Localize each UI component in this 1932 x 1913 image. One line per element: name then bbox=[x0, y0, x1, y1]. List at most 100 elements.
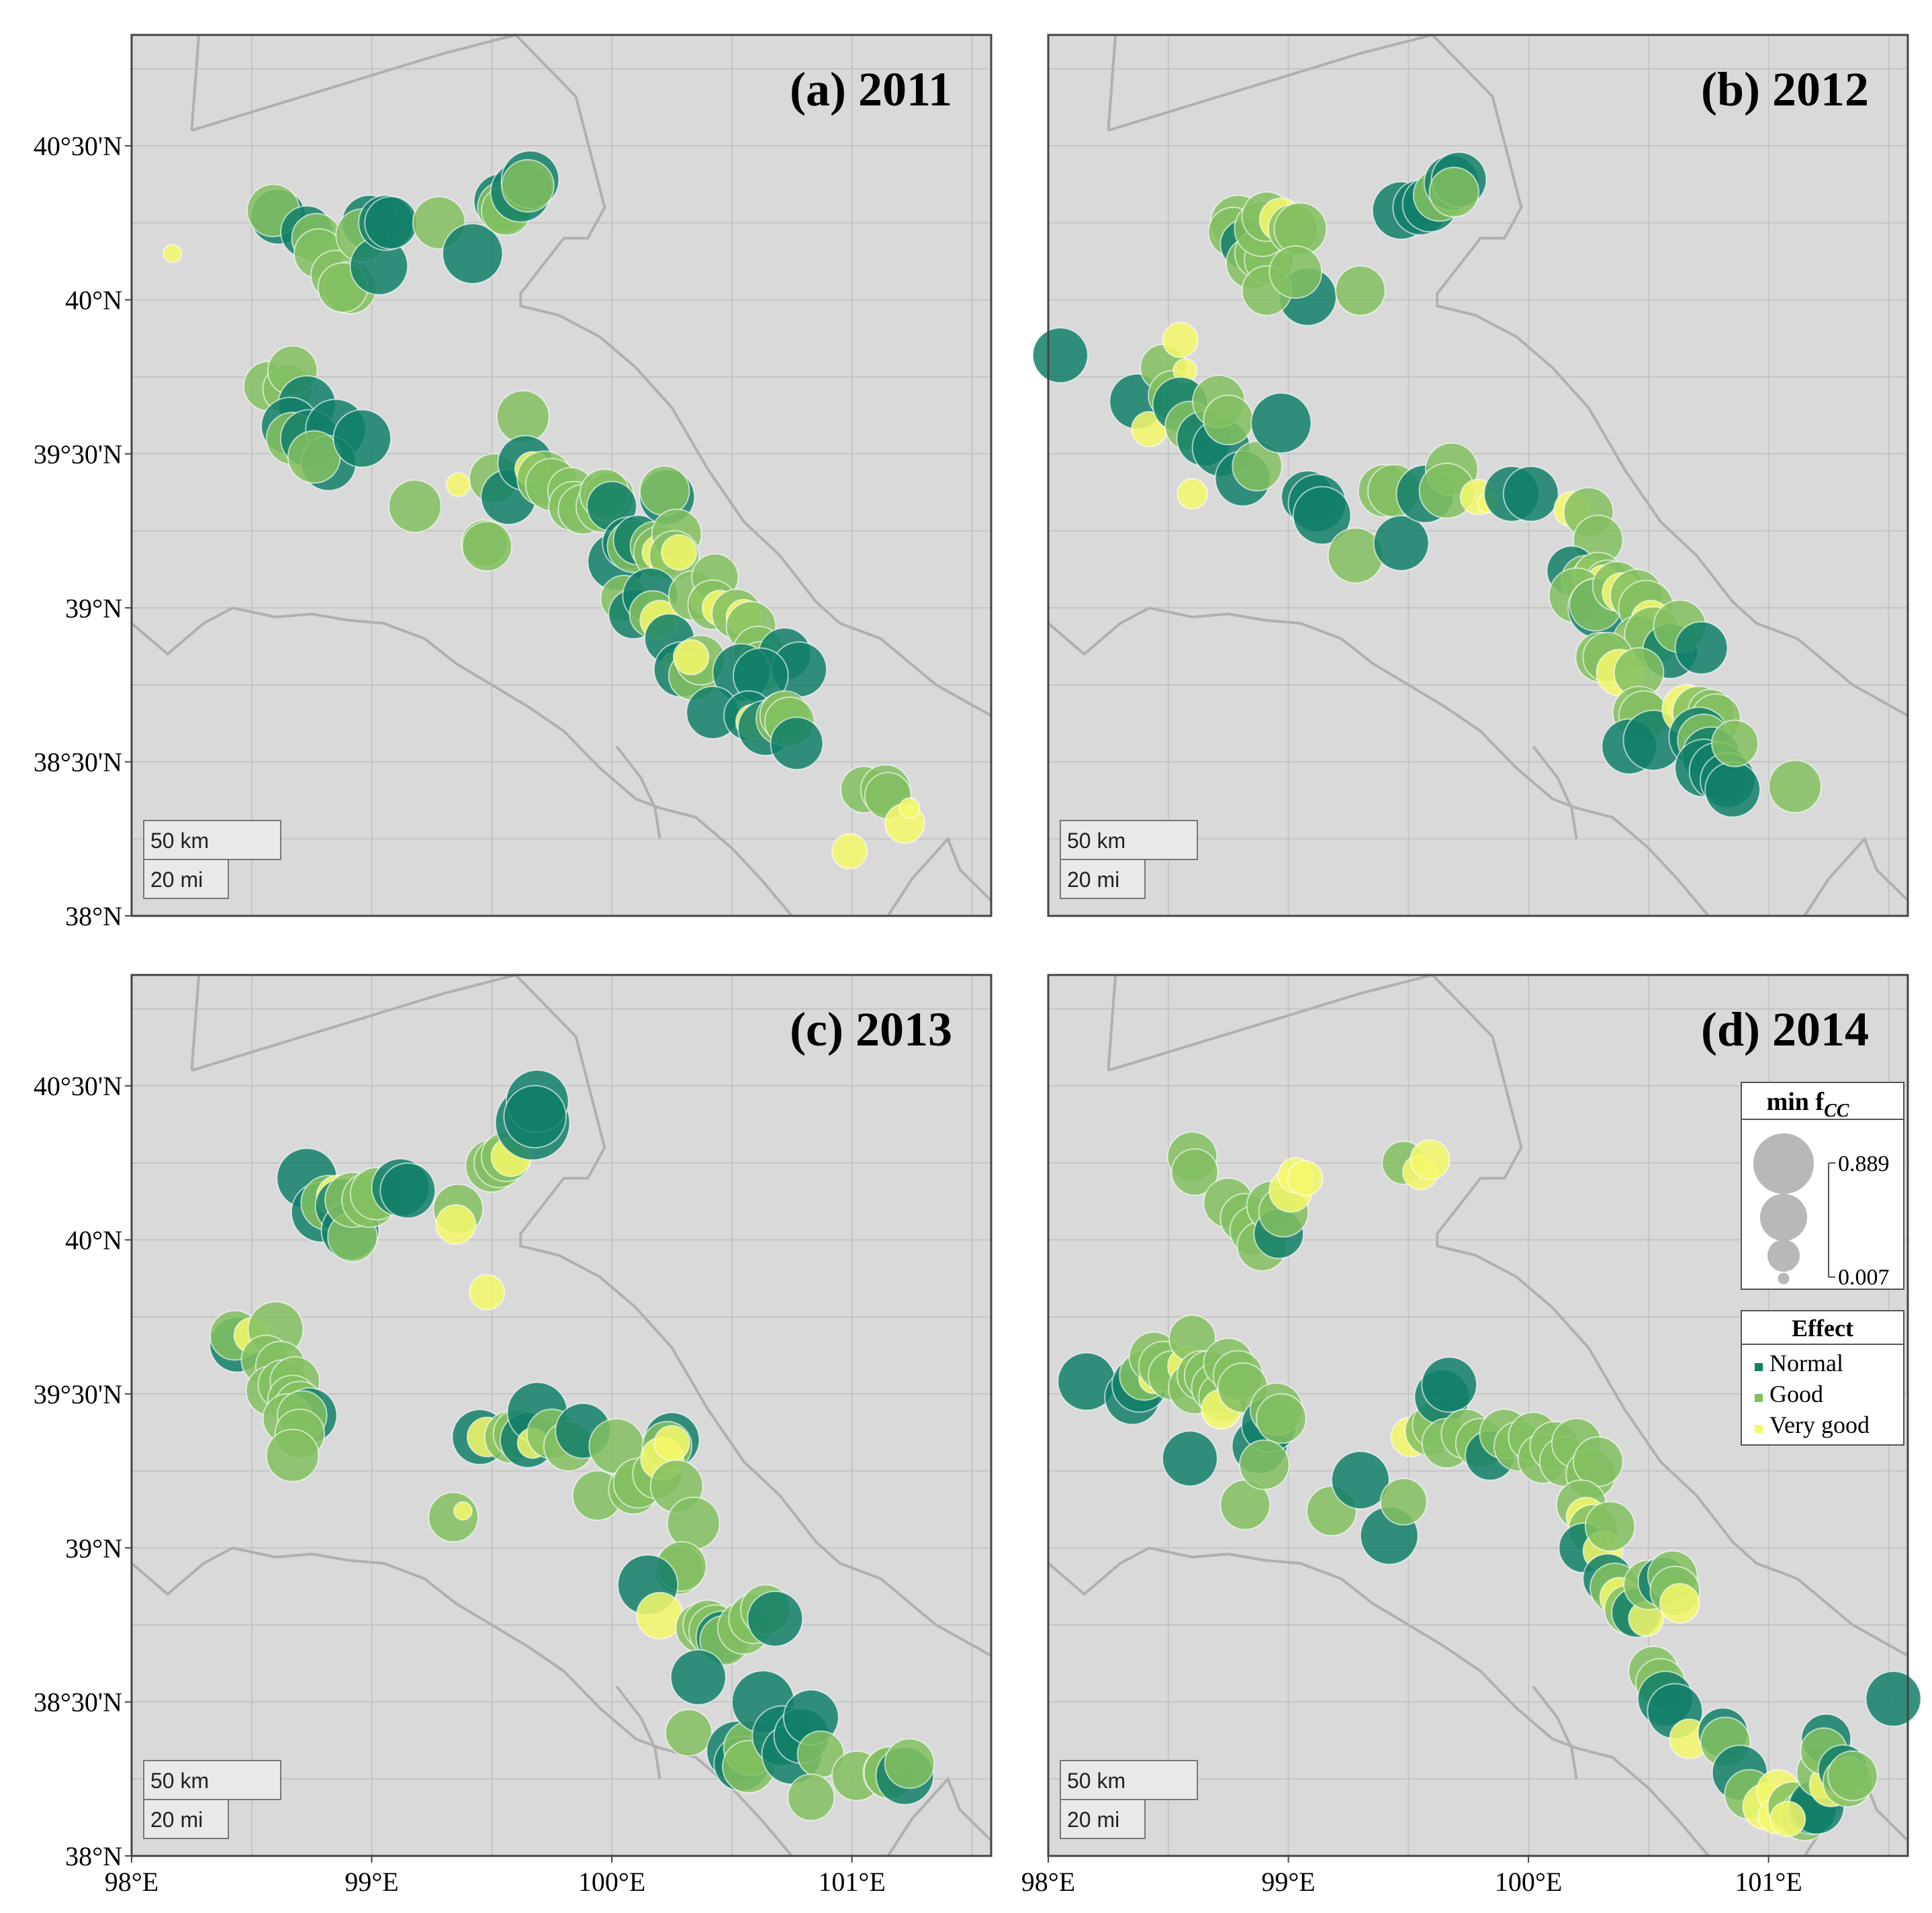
effect-legend-label: Good bbox=[1769, 1381, 1823, 1407]
site-point bbox=[501, 158, 555, 213]
site-point bbox=[1292, 485, 1352, 545]
size-legend-circle bbox=[1753, 1133, 1814, 1195]
site-point bbox=[1502, 465, 1559, 522]
x-tick-label: 98°E bbox=[1021, 1867, 1075, 1897]
effect-legend-items: Normal Good Very good bbox=[1755, 1350, 1870, 1438]
y-tick-label: 40°30'N bbox=[34, 131, 122, 161]
site-point bbox=[770, 716, 824, 770]
boundary-line bbox=[190, 974, 201, 1071]
site-points bbox=[209, 1069, 935, 1822]
x-tick-label: 98°E bbox=[105, 1867, 158, 1897]
admin-borders bbox=[1047, 974, 1909, 1857]
size-legend-circle bbox=[1767, 1240, 1800, 1272]
site-point bbox=[787, 1773, 835, 1822]
boundary-line bbox=[615, 745, 661, 839]
site-point bbox=[1659, 1583, 1700, 1624]
site-point bbox=[673, 639, 710, 675]
y-tick-label: 39°30'N bbox=[34, 439, 122, 469]
site-point bbox=[1162, 322, 1199, 359]
boundary-line bbox=[1107, 974, 1117, 1071]
effect-legend-title: Effect bbox=[1792, 1315, 1853, 1342]
map-frame bbox=[1047, 974, 1909, 1857]
site-point bbox=[1250, 392, 1312, 454]
panel-title: (d) 2014 bbox=[1701, 1002, 1869, 1056]
y-tick-label: 39°N bbox=[65, 593, 122, 623]
site-point bbox=[1162, 1430, 1218, 1487]
scale-bar: 50 km 20 mi bbox=[143, 1760, 281, 1839]
y-tick-label: 39°30'N bbox=[34, 1379, 122, 1409]
boundary-line bbox=[1107, 34, 1433, 132]
site-point bbox=[665, 1709, 712, 1757]
site-point bbox=[265, 1428, 320, 1483]
x-tick-label: 100°E bbox=[1495, 1867, 1562, 1897]
site-point bbox=[435, 1204, 477, 1245]
scale-bar-mi: 20 mi bbox=[150, 1808, 203, 1832]
site-point bbox=[428, 1491, 479, 1543]
y-tick-label: 40°30'N bbox=[34, 1071, 122, 1101]
boundary-line bbox=[190, 34, 201, 131]
site-point bbox=[1865, 1671, 1922, 1727]
boundary-line bbox=[1803, 836, 1909, 917]
site-point bbox=[1704, 761, 1761, 818]
scale-bar: 50 km 20 mi bbox=[1060, 820, 1198, 899]
scale-bar-km: 50 km bbox=[150, 1769, 209, 1793]
site-point bbox=[461, 520, 513, 572]
map-frame bbox=[130, 34, 993, 917]
boundary-line bbox=[191, 974, 516, 1072]
y-tick-label: 38°N bbox=[65, 1841, 122, 1871]
y-tick-label: 38°30'N bbox=[34, 747, 122, 778]
panel-title: (c) 2013 bbox=[790, 1002, 952, 1056]
boundary-line bbox=[886, 836, 993, 917]
size-legend-title: min fCC bbox=[1767, 1088, 1849, 1121]
site-point bbox=[442, 223, 504, 285]
site-points bbox=[163, 150, 925, 870]
size-legend-max: 0.889 bbox=[1838, 1152, 1890, 1176]
panel-title: (a) 2011 bbox=[790, 62, 952, 116]
site-points bbox=[1031, 151, 1822, 818]
scale-bar-mi: 20 mi bbox=[150, 868, 203, 892]
boundary-line bbox=[130, 606, 793, 917]
boundary-line bbox=[191, 34, 516, 132]
y-tick-label: 38°N bbox=[65, 901, 122, 931]
site-point bbox=[1769, 1800, 1806, 1838]
effect-legend: Effect Normal Good Very good bbox=[1741, 1310, 1904, 1446]
size-legend-circles bbox=[1753, 1133, 1814, 1285]
site-point bbox=[661, 534, 698, 571]
boundary-line bbox=[514, 974, 992, 1657]
boundary-line bbox=[1107, 974, 1433, 1072]
panel-2014: (d) 2014 50 km 20 mi 98°E 99°E 100°E 101°E … bbox=[1021, 974, 1922, 1897]
site-point bbox=[653, 1425, 690, 1462]
x-tick-label: 100°E bbox=[578, 1867, 645, 1897]
site-point bbox=[1674, 621, 1729, 675]
scale-bar-km: 50 km bbox=[150, 829, 209, 853]
scale-bar-km: 50 km bbox=[1067, 829, 1125, 853]
site-point bbox=[1203, 394, 1254, 446]
y-axis-ticks: 38°N 38°30'N 39°N 39°30'N 40°N 40°30'N bbox=[34, 131, 132, 931]
x-tick-label: 99°E bbox=[344, 1867, 398, 1897]
panel-2011: (a) 2011 50 km 20 mi 38°N 38°30'N 39°N 39°3… bbox=[34, 34, 993, 931]
boundary-line bbox=[1047, 1546, 1710, 1857]
site-point bbox=[639, 465, 690, 516]
site-point bbox=[1170, 1148, 1219, 1197]
site-points bbox=[1057, 1131, 1922, 1842]
panel-2013: (c) 2013 50 km 20 mi 38°N 38°30'N 39°N 39°3… bbox=[34, 974, 993, 1897]
y-tick-label: 40°N bbox=[65, 1225, 122, 1256]
scale-bar-mi: 20 mi bbox=[1067, 1808, 1119, 1832]
site-point bbox=[1573, 1436, 1624, 1487]
site-point bbox=[747, 1590, 804, 1647]
admin-borders bbox=[130, 974, 993, 1857]
boundary-line bbox=[514, 34, 992, 717]
size-legend: min fCC 0.889 0.007 bbox=[1741, 1082, 1904, 1290]
size-legend-circle bbox=[1778, 1272, 1790, 1285]
y-axis-ticks: 38°N 38°30'N 39°N 39°30'N 40°N 40°30'N bbox=[34, 1071, 132, 1871]
site-point bbox=[1269, 245, 1323, 299]
site-point bbox=[469, 1274, 506, 1311]
site-point bbox=[1827, 1750, 1878, 1802]
admin-borders bbox=[130, 34, 993, 917]
scale-bar: 50 km 20 mi bbox=[143, 820, 281, 899]
scale-bar: 50 km 20 mi bbox=[1060, 1760, 1198, 1839]
boundary-line bbox=[615, 1685, 661, 1779]
site-point bbox=[670, 1649, 727, 1706]
effect-legend-label: Very good bbox=[1769, 1411, 1870, 1438]
panel-2012: (b) 2012 50 km 20 mi bbox=[1031, 34, 1909, 917]
